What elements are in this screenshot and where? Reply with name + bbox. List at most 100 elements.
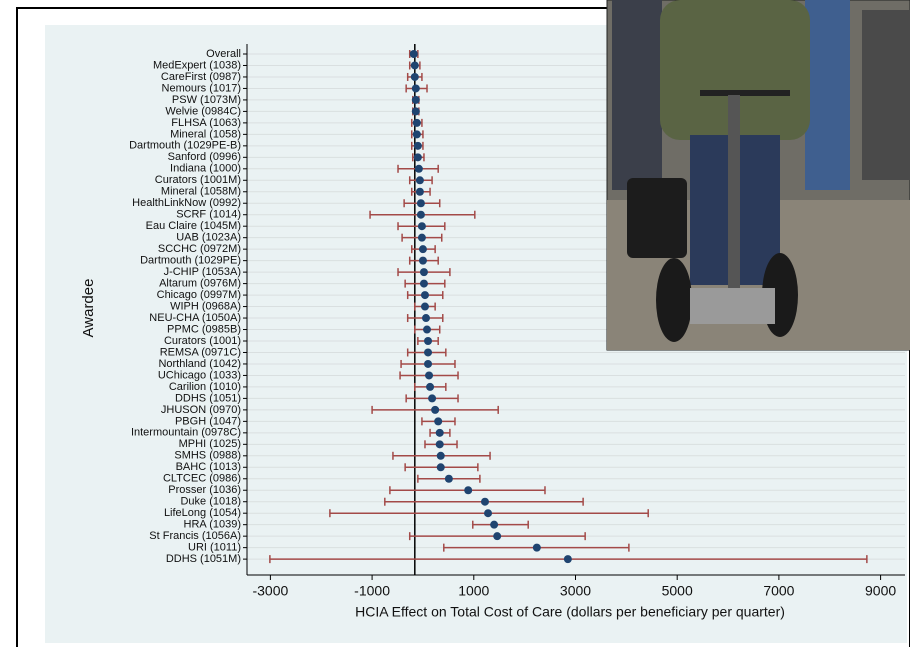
point: [423, 326, 431, 334]
y-tick-label: Welvie (0984C): [165, 105, 241, 117]
point: [484, 509, 492, 517]
y-tick-label: Curators (1001M): [155, 174, 241, 186]
y-tick-label: URI (1011): [188, 542, 241, 554]
point: [414, 153, 422, 161]
y-tick-label: WIPH (0968A): [170, 300, 241, 312]
point: [420, 268, 428, 276]
y-tick-label: PBGH (1047): [175, 415, 241, 427]
x-tick-label: 3000: [560, 583, 591, 599]
photo-bag: [627, 178, 687, 258]
y-tick-label: UAB (1023A): [176, 232, 241, 244]
x-axis-label: HCIA Effect on Total Cost of Care (dolla…: [355, 604, 785, 620]
point: [420, 280, 428, 288]
point: [416, 188, 424, 196]
x-tick-label: 9000: [865, 583, 896, 599]
point: [424, 348, 432, 356]
y-tick-label: PSW (1073M): [172, 94, 241, 106]
y-tick-label: Curators (1001): [164, 335, 241, 347]
point: [434, 417, 442, 425]
point: [445, 475, 453, 483]
point: [421, 303, 429, 311]
point: [424, 360, 432, 368]
point: [419, 257, 427, 265]
photo-person: [805, 0, 850, 190]
point: [493, 532, 501, 540]
y-tick-label: LifeLong (1054): [164, 507, 241, 519]
photo-handlebar: [700, 90, 790, 96]
point: [419, 245, 427, 253]
y-tick-label: Mineral (1058): [170, 128, 241, 140]
photo-wheel: [656, 258, 692, 342]
y-tick-label: SCCHC (0972M): [158, 243, 241, 255]
point: [533, 544, 541, 552]
y-tick-label: Northland (1042): [158, 358, 241, 370]
point: [413, 119, 421, 127]
y-tick-label: Altarum (0976M): [159, 278, 241, 290]
y-tick-label: BAHC (1013): [176, 461, 241, 473]
y-tick-label: Overall: [206, 48, 241, 60]
point: [422, 314, 430, 322]
y-tick-label: Eau Claire (1045M): [146, 220, 241, 232]
chart: Awardee HCIA Effect on Total Cost of Car…: [0, 0, 910, 647]
y-tick-label: Intermountain (0978C): [131, 427, 241, 439]
point: [426, 383, 434, 391]
y-tick-label: St Francis (1056A): [149, 530, 241, 542]
point: [436, 429, 444, 437]
y-tick-label: Prosser (1036): [168, 484, 241, 496]
y-tick-label: PPMC (0985B): [167, 323, 241, 335]
point: [428, 394, 436, 402]
y-tick-label: CareFirst (0987): [161, 71, 241, 83]
point: [436, 440, 444, 448]
photo-base: [690, 288, 775, 324]
y-tick-label: JHUSON (0970): [161, 404, 241, 416]
y-tick-label: HRA (1039): [184, 519, 241, 531]
y-tick-label: MedExpert (1038): [153, 59, 241, 71]
y-tick-label: HealthLinkNow (0992): [132, 197, 241, 209]
point: [417, 211, 425, 219]
y-axis-label: Awardee: [80, 279, 97, 338]
photo-person: [612, 0, 662, 190]
y-tick-label: CLTCEC (0986): [163, 473, 241, 485]
x-tick-label: 5000: [662, 583, 693, 599]
point: [437, 452, 445, 460]
point: [425, 371, 433, 379]
point: [410, 50, 418, 58]
point: [412, 107, 420, 115]
y-tick-label: Indiana (1000): [170, 163, 241, 175]
point: [418, 222, 426, 230]
y-tick-label: Sanford (0996): [168, 151, 241, 163]
y-tick-label: REMSA (0971C): [160, 346, 241, 358]
point: [490, 521, 498, 529]
y-tick-label: Chicago (0997M): [157, 289, 241, 301]
y-tick-label: MPHI (1025): [179, 438, 241, 450]
y-tick-label: Dartmouth (1029PE-B): [129, 140, 241, 152]
y-tick-label: Carilion (1010): [169, 381, 241, 393]
y-tick-label: UChicago (1033): [158, 369, 241, 381]
point: [412, 96, 420, 104]
y-tick-label: SCRF (1014): [176, 209, 241, 221]
point: [431, 406, 439, 414]
point: [413, 130, 421, 138]
page: {"chart_data": { "type": "forest", "x_la…: [0, 0, 910, 647]
x-tick-label: 1000: [458, 583, 489, 599]
point: [416, 176, 424, 184]
x-tick-label: 7000: [763, 583, 794, 599]
y-tick-label: Dartmouth (1029PE): [140, 255, 241, 267]
point: [564, 555, 572, 563]
point: [414, 142, 422, 150]
point: [437, 463, 445, 471]
point: [412, 84, 420, 92]
y-tick-label: J-CHIP (1053A): [164, 266, 241, 278]
x-tick-label: -1000: [354, 583, 390, 599]
photo-person: [862, 10, 910, 180]
y-tick-label: DDHS (1051M): [166, 553, 241, 565]
x-tick-label: -3000: [252, 583, 288, 599]
photo-stem: [728, 95, 740, 295]
y-tick-label: Mineral (1058M): [161, 186, 241, 198]
point: [424, 337, 432, 345]
y-tick-label: NEU-CHA (1050A): [149, 312, 241, 324]
point: [417, 199, 425, 207]
y-tick-label: Nemours (1017): [162, 82, 241, 94]
y-tick-label: Duke (1018): [180, 496, 241, 508]
point: [411, 73, 419, 81]
